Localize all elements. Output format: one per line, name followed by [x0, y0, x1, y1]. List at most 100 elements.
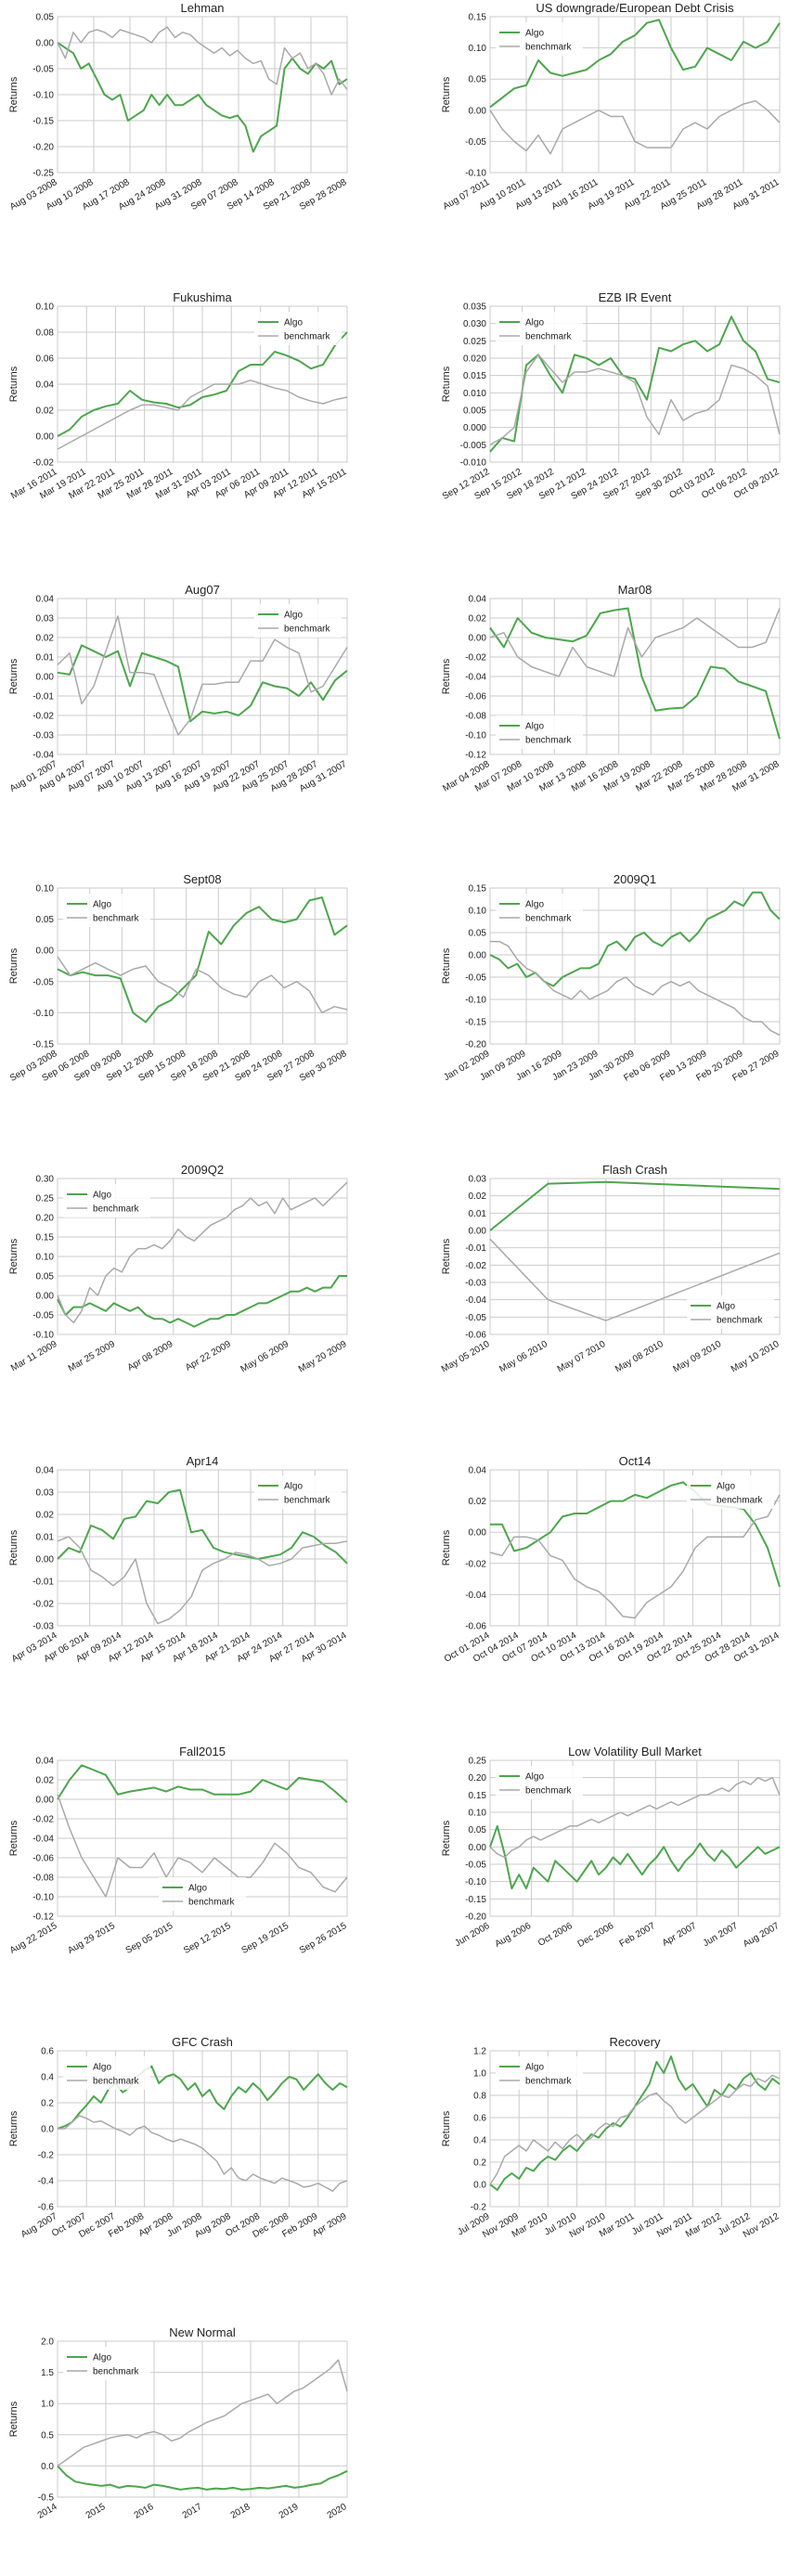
y-tick-label: 0.00 [469, 106, 487, 116]
y-tick-label: -0.02 [465, 653, 486, 663]
y-tick-label: -0.04 [465, 1591, 486, 1601]
legend: Algo benchmark [254, 1475, 342, 1509]
legend-box [254, 604, 342, 638]
benchmark-series-line [489, 354, 781, 445]
y-tick-label: -0.12 [32, 1913, 54, 1923]
x-tick-label: 2018 [229, 2502, 252, 2521]
benchmark-series-line [489, 1494, 781, 1619]
y-tick-label: -0.010 [460, 458, 487, 469]
legend-label: Algo [284, 1482, 303, 1492]
benchmark-series-line [57, 1794, 348, 1898]
y-tick-label: 0.15 [469, 884, 487, 895]
benchmark-series-line [57, 2359, 348, 2467]
legend-label: benchmark [525, 332, 572, 342]
chart-8: 0.150.100.050.00-0.05-0.10-0.15-0.20Jan … [441, 872, 782, 1084]
y-axis-label: Returns [441, 1820, 452, 1856]
benchmark-series-line [57, 1181, 348, 1324]
legend-label: benchmark [284, 1496, 330, 1506]
x-tick-label: May 06 2009 [239, 1339, 291, 1375]
legend-label: benchmark [93, 1204, 139, 1215]
x-tick-label: Aug 22 2015 [8, 1921, 59, 1956]
y-axis-label: Returns [441, 658, 452, 694]
legend-label: Algo [93, 900, 111, 910]
y-tick-label: -0.02 [32, 1815, 54, 1825]
y-tick-label: 0.05 [36, 1272, 55, 1282]
x-tick-label: Sep 26 2015 [298, 1921, 349, 1956]
algo-series-line [57, 896, 348, 1024]
y-tick-label: -0.20 [465, 1040, 486, 1050]
legend-label: Algo [93, 1191, 111, 1201]
x-tick-label: Oct 2006 [536, 1921, 575, 1949]
y-axis-label: Returns [8, 366, 19, 402]
y-tick-label: -0.06 [32, 1854, 54, 1864]
x-tick-label: Sep 19 2015 [239, 1921, 291, 1956]
algo-series-line [57, 42, 348, 153]
y-tick-label: 0.15 [469, 13, 487, 23]
benchmark-series-line [489, 1238, 781, 1321]
x-tick-label: Mar 25 2009 [67, 1339, 118, 1374]
y-tick-label: 0.020 [463, 354, 486, 365]
y-tick-label: 0.0 [473, 2181, 486, 2191]
y-tick-label: 0.00 [36, 432, 55, 443]
benchmark-series-line [489, 2074, 781, 2185]
y-axis-label: Returns [441, 366, 452, 402]
legend: Algo benchmark [687, 1295, 774, 1329]
y-tick-label: -0.01 [32, 692, 54, 702]
y-axis-label: Returns [441, 1529, 452, 1565]
y-tick-label: 0.010 [463, 389, 486, 399]
y-tick-label: -0.10 [32, 1331, 54, 1341]
y-tick-label: 0.10 [469, 1809, 487, 1819]
y-tick-label: -0.08 [32, 1874, 54, 1884]
benchmark-series-line [489, 99, 781, 155]
y-tick-label: 0.01 [36, 653, 55, 663]
y-tick-label: 0.025 [463, 337, 486, 347]
legend-box [687, 1475, 774, 1509]
legend-box [496, 2056, 583, 2090]
legend-label: benchmark [93, 914, 139, 924]
y-tick-label: -0.10 [465, 731, 486, 741]
x-tick-label: Dec 2006 [576, 1921, 616, 1950]
legend-label: benchmark [284, 625, 330, 635]
legend-label: benchmark [717, 1316, 763, 1326]
benchmark-series-line [490, 940, 781, 1037]
legend-label: benchmark [525, 2077, 572, 2087]
y-tick-label: 0.10 [36, 1253, 55, 1263]
y-tick-label: -0.10 [465, 169, 486, 179]
y-tick-label: -0.03 [32, 1622, 54, 1632]
legend: Algo benchmark [254, 604, 342, 638]
y-tick-label: 0.0 [41, 2462, 54, 2472]
y-tick-label: 0.25 [469, 1757, 487, 1767]
benchmark-series-line [58, 2115, 348, 2192]
y-tick-label: 0.02 [36, 1511, 55, 1521]
y-tick-label: 0.6 [41, 2047, 54, 2057]
y-tick-label: 0.01 [469, 1209, 487, 1219]
chart-title: Aug07 [185, 583, 220, 597]
legend-label: Algo [525, 29, 544, 39]
y-tick-label: -0.02 [465, 1559, 486, 1569]
y-tick-label: -0.02 [465, 1261, 486, 1271]
y-tick-label: 1.0 [473, 2069, 486, 2080]
y-tick-label: 0.05 [469, 929, 487, 939]
y-tick-label: 0.10 [36, 303, 55, 313]
x-tick-label: 2020 [326, 2502, 349, 2521]
y-tick-label: 0.05 [469, 75, 487, 85]
chart-title: Flash Crash [602, 1163, 667, 1177]
y-tick-label: 0.05 [36, 13, 55, 23]
y-tick-label: 0.05 [36, 915, 55, 925]
algo-series-line [57, 644, 348, 723]
y-tick-label: -0.15 [32, 117, 54, 127]
y-axis-label: Returns [8, 1820, 19, 1856]
y-tick-label: -0.05 [465, 1861, 486, 1871]
y-tick-label: 0.04 [36, 595, 55, 605]
y-axis-label: Returns [8, 1529, 19, 1565]
legend-label: Algo [525, 318, 544, 328]
y-tick-label: -0.04 [465, 1295, 486, 1306]
y-tick-label: 0.10 [469, 44, 487, 54]
legend: Algo benchmark [496, 894, 583, 927]
legend-box [496, 312, 583, 345]
y-tick-label: -0.25 [32, 169, 54, 179]
y-tick-label: 1.0 [41, 2400, 54, 2410]
x-tick-label: Jun 2006 [453, 1921, 492, 1949]
